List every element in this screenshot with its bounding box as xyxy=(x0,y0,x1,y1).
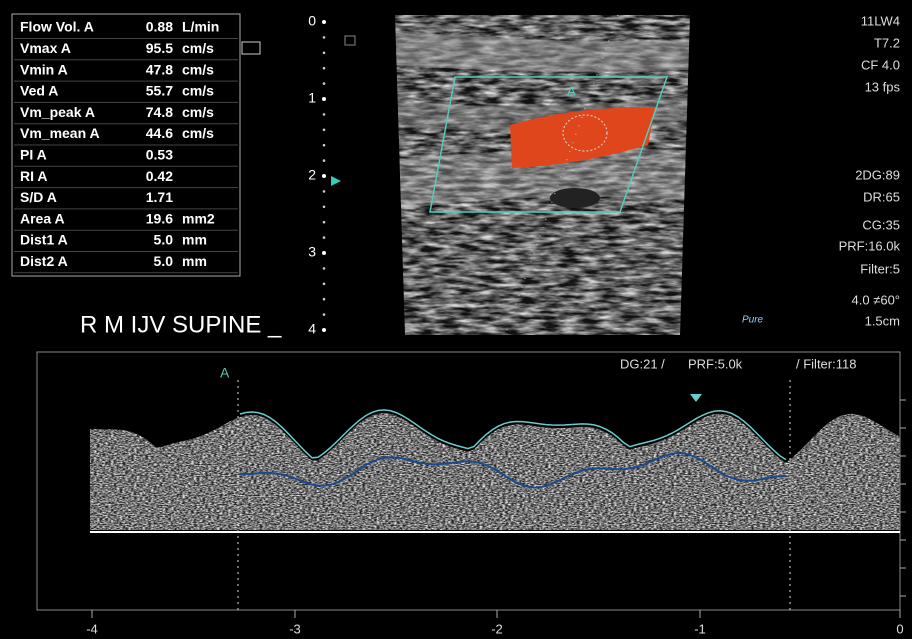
depth-label: 2 xyxy=(308,167,316,183)
measure-value: 0.53 xyxy=(146,147,173,163)
depth-dot xyxy=(323,267,326,270)
image-marker: A xyxy=(567,83,576,98)
measure-label: Vmax A xyxy=(20,40,71,56)
doppler-marker: A xyxy=(220,365,230,381)
measure-unit: cm/s xyxy=(182,61,214,77)
setting: 11LW4 xyxy=(861,13,900,28)
study-label: R M IJV SUPINE _ xyxy=(80,311,282,338)
depth-dot xyxy=(323,82,326,85)
ultrasound-image xyxy=(395,15,690,335)
depth-dot xyxy=(323,283,326,286)
logo: Pure xyxy=(742,315,764,326)
focus-marker xyxy=(331,176,341,186)
measure-unit: mm xyxy=(182,253,207,269)
measure-value: 95.5 xyxy=(146,40,173,56)
depth-label: 3 xyxy=(308,244,316,260)
measure-unit: cm/s xyxy=(182,83,214,99)
depth-dot xyxy=(323,190,326,193)
depth-label: 0 xyxy=(308,13,316,29)
box-icon xyxy=(242,42,260,54)
depth-dot xyxy=(323,159,326,162)
setting: CF 4.0 xyxy=(861,57,900,72)
measure-unit: cm/s xyxy=(182,125,214,141)
measure-label: Vm_mean A xyxy=(20,125,100,141)
measure-value: 55.7 xyxy=(146,83,173,99)
measure-unit: mm2 xyxy=(182,210,215,226)
peak-marker xyxy=(690,394,702,402)
measure-label: Dist2 A xyxy=(20,253,68,269)
measure-value: 0.42 xyxy=(146,168,173,184)
setting: Filter:5 xyxy=(860,261,900,276)
measure-unit: cm/s xyxy=(182,104,214,120)
measure-label: PI A xyxy=(20,147,47,163)
measure-label: Area A xyxy=(20,210,65,226)
depth-dot xyxy=(323,206,326,209)
setting: 13 fps xyxy=(865,79,901,94)
measure-label: Vm_peak A xyxy=(20,104,95,120)
setting: 4.0 ≠60° xyxy=(852,292,900,307)
depth-dot xyxy=(323,313,326,316)
depth-dot xyxy=(322,328,326,332)
measure-value: 5.0 xyxy=(154,253,174,269)
depth-dot xyxy=(323,144,326,147)
measure-value: 5.0 xyxy=(154,232,174,248)
depth-dot xyxy=(322,97,326,101)
measure-unit: mm xyxy=(182,232,207,248)
measure-label: Flow Vol. A xyxy=(20,19,94,35)
measure-unit: cm/s xyxy=(182,40,214,56)
depth-dot xyxy=(323,67,326,70)
setting: 1.5cm xyxy=(865,313,900,328)
depth-dot xyxy=(323,113,326,116)
depth-dot xyxy=(323,52,326,55)
measure-unit: L/min xyxy=(182,19,219,35)
page: {"measurements":[ {"label":"Flow Vol. A"… xyxy=(0,0,912,639)
measure-value: 0.88 xyxy=(146,19,173,35)
measure-label: S/D A xyxy=(20,189,57,205)
setting: 2DG:89 xyxy=(855,167,900,182)
measure-value: 74.8 xyxy=(146,104,173,120)
depth-label: 4 xyxy=(308,321,316,337)
measure-label: Vmin A xyxy=(20,61,68,77)
setting: PRF:16.0k xyxy=(839,238,901,253)
time-label: -2 xyxy=(491,621,503,636)
depth-dot xyxy=(322,174,326,178)
measure-label: Dist1 A xyxy=(20,232,68,248)
depth-dot xyxy=(322,251,326,255)
depth-dot xyxy=(323,236,326,239)
setting: DR:65 xyxy=(863,189,900,204)
measure-value: 19.6 xyxy=(146,210,173,226)
setting: CG:35 xyxy=(862,217,900,232)
setting: T7.2 xyxy=(874,35,900,50)
doppler-setting: DG:21 / xyxy=(620,356,665,371)
time-label: -3 xyxy=(289,621,301,636)
measure-label: RI A xyxy=(20,168,47,184)
time-label: -4 xyxy=(86,621,98,636)
doppler-setting: PRF:5.0k xyxy=(688,356,743,371)
screen: Flow Vol. A 0.88 L/min Vmax A 95.5 cm/s Vmin A… xyxy=(0,0,912,639)
measure-value: 1.71 xyxy=(146,189,173,205)
measure-label: Ved A xyxy=(20,83,58,99)
time-label: 0 xyxy=(896,621,903,636)
depth-label: 1 xyxy=(308,90,316,106)
depth-dot xyxy=(323,221,326,224)
depth-dot xyxy=(323,129,326,132)
doppler-setting: / Filter:118 xyxy=(796,356,856,371)
time-label: -1 xyxy=(694,621,706,636)
depth-dot xyxy=(322,20,326,24)
depth-dot xyxy=(323,298,326,301)
measure-value: 44.6 xyxy=(146,125,173,141)
depth-dot xyxy=(323,36,326,39)
icon xyxy=(345,36,355,45)
measure-value: 47.8 xyxy=(146,61,173,77)
